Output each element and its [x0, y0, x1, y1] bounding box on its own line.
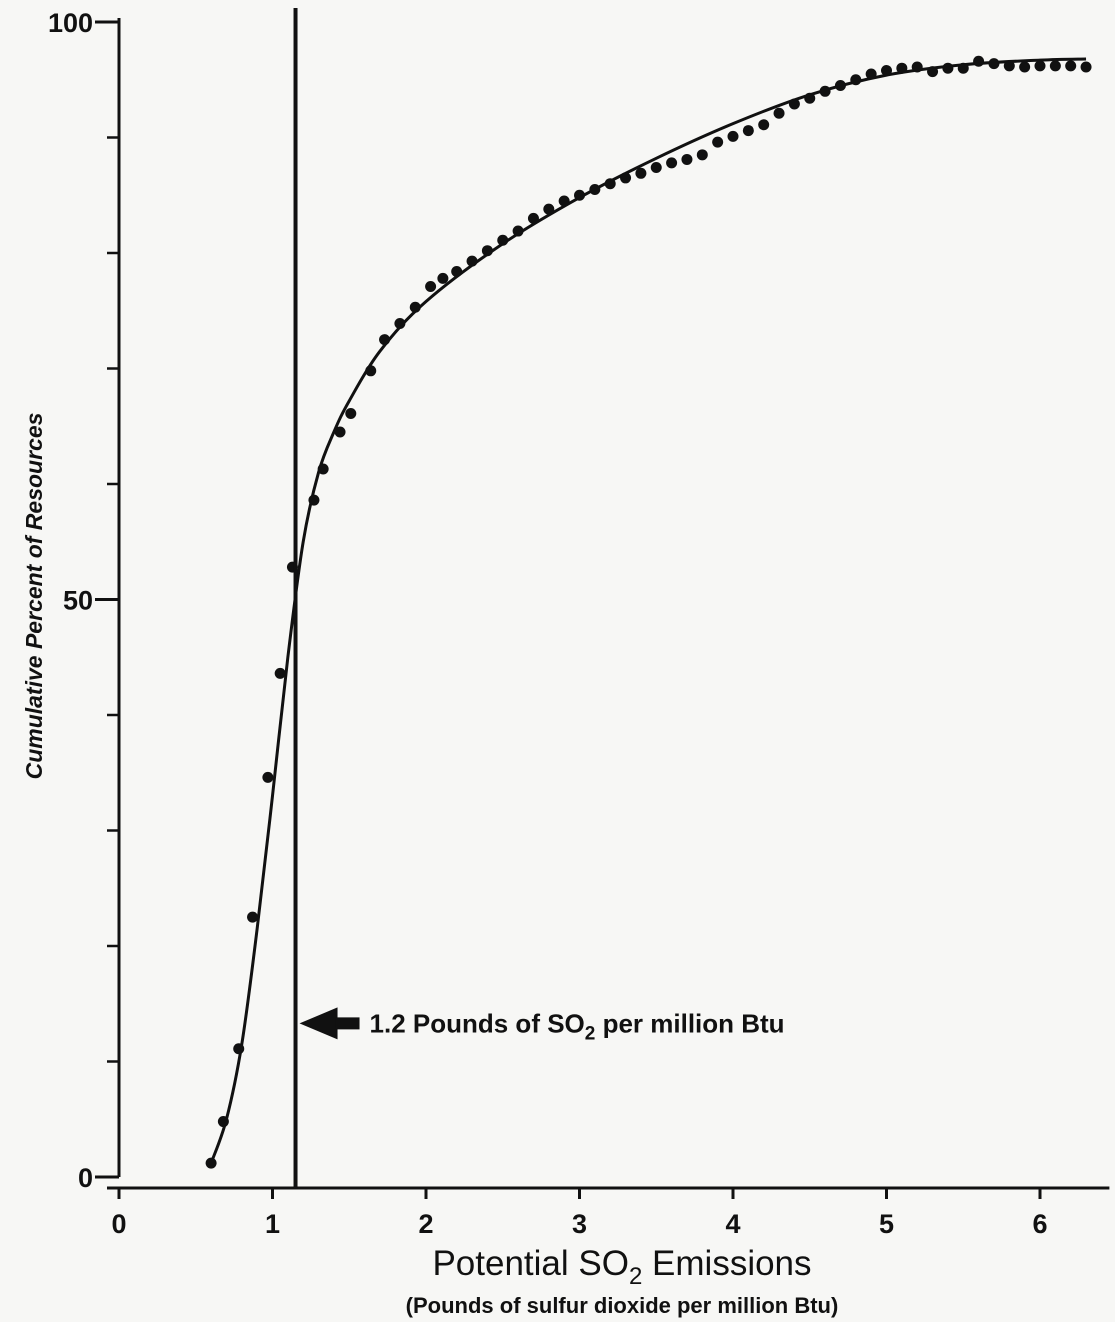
x-tick-label: 1 [265, 1209, 280, 1239]
data-point [217, 1116, 229, 1128]
x-axis-label-end: Emissions [642, 1244, 811, 1283]
data-point [927, 66, 939, 78]
x-axis-label: Potential SO2 Emissions [432, 1244, 811, 1290]
data-point [262, 771, 274, 783]
data-point [681, 153, 693, 165]
data-point [666, 157, 678, 169]
data-point [773, 107, 785, 119]
data-point [1065, 60, 1077, 72]
data-point [712, 136, 724, 148]
data-point [466, 255, 478, 267]
data-point [409, 301, 421, 313]
data-point [650, 162, 662, 174]
data-point [1080, 61, 1092, 73]
data-point [247, 911, 259, 923]
data-point [574, 189, 585, 201]
data-point [345, 408, 357, 420]
data-point [834, 80, 846, 92]
data-point [881, 65, 892, 77]
data-point [742, 125, 754, 137]
data-point [1034, 60, 1046, 72]
data-point [696, 149, 708, 161]
reference-line-label: 1.2 Pounds of SO2 per million Btu [370, 1008, 785, 1044]
x-tick-label: 5 [879, 1209, 894, 1239]
data-point [589, 183, 601, 195]
data-point [819, 85, 831, 97]
y-tick-label: 0 [78, 1163, 93, 1193]
data-point [365, 365, 377, 377]
reference-arrow-head [299, 1007, 338, 1040]
data-point [635, 167, 647, 179]
data-point [788, 98, 800, 110]
data-point [1003, 60, 1015, 72]
data-point [988, 58, 1000, 70]
data-point [1019, 61, 1031, 73]
data-point [437, 272, 449, 284]
data-point [911, 61, 923, 73]
data-point [543, 203, 555, 215]
x-tick-label: 4 [725, 1209, 740, 1239]
data-point [512, 225, 524, 237]
data-point [558, 195, 570, 207]
reference-line-label-end: per million Btu [595, 1008, 784, 1038]
y-tick-label: 100 [48, 8, 93, 38]
data-point [481, 245, 493, 257]
data-point [865, 68, 877, 80]
data-point [758, 119, 770, 131]
data-point [804, 92, 816, 104]
x-tick-label: 2 [418, 1209, 433, 1239]
data-point [497, 234, 509, 246]
data-point [451, 265, 463, 277]
data-point [274, 667, 286, 679]
data-point [233, 1043, 245, 1055]
data-point [973, 55, 985, 67]
reference-arrow-shaft [335, 1017, 360, 1030]
data-point [334, 426, 346, 438]
reference-line-label-main: 1.2 Pounds of SO [370, 1008, 585, 1038]
data-point [957, 62, 969, 74]
data-point [604, 178, 616, 190]
data-point [527, 212, 539, 224]
data-point [850, 74, 862, 86]
data-point [317, 463, 329, 475]
reference-line-label-subscript: 2 [585, 1023, 596, 1044]
data-point [1049, 60, 1061, 72]
data-point [727, 130, 739, 142]
x-axis-label-main: Potential SO [432, 1244, 629, 1283]
x-tick-label: 6 [1032, 1209, 1047, 1239]
y-tick-label: 50 [63, 586, 93, 616]
y-axis-label: Cumulative Percent of Resources [21, 413, 47, 780]
data-point [425, 280, 437, 292]
x-tick-label: 3 [572, 1209, 587, 1239]
x-tick-label: 0 [111, 1209, 126, 1239]
data-point [896, 62, 908, 74]
data-point [942, 62, 954, 74]
data-point [308, 494, 320, 506]
data-point [620, 172, 632, 184]
x-axis-label-subscript: 2 [629, 1263, 642, 1290]
data-point [379, 334, 391, 346]
x-axis-label-note: (Pounds of sulfur dioxide per million Bt… [406, 1293, 839, 1318]
fit-curve [209, 57, 1087, 1164]
data-point [394, 317, 406, 329]
data-point [205, 1157, 217, 1169]
